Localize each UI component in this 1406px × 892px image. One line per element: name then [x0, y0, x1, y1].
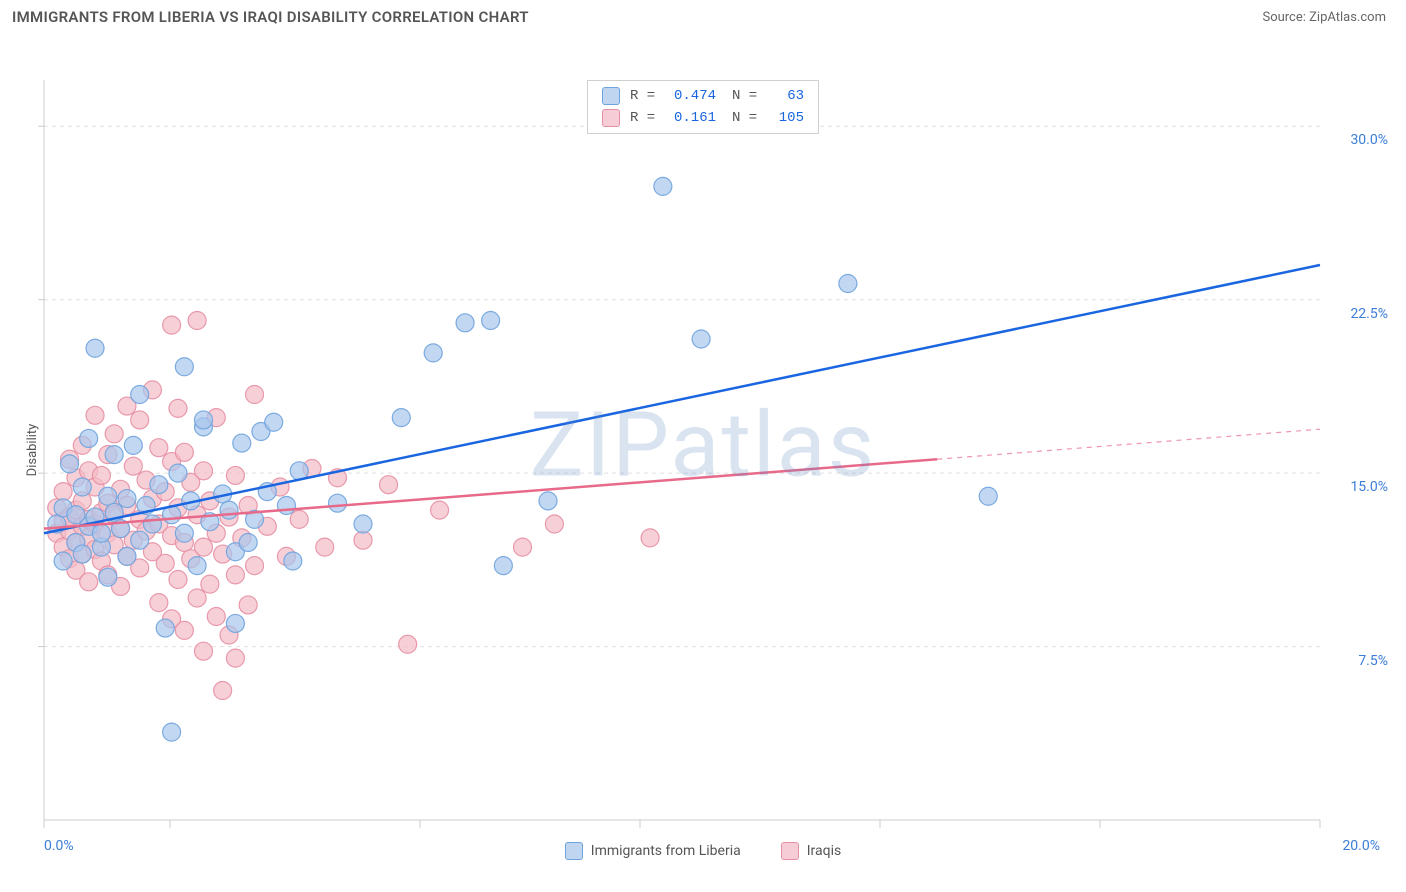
n-value-liberia: 63 — [768, 88, 804, 104]
legend-label-iraqis: Iraqis — [807, 843, 841, 859]
y-tick-label: 22.5% — [1350, 306, 1388, 322]
correlation-legend-box: R = 0.474 N = 63 R = 0.161 N = 105 — [587, 80, 819, 134]
r-label: R = — [630, 88, 660, 104]
scatter-plot-svg — [0, 34, 1406, 866]
r-value-iraqis: 0.161 — [666, 110, 716, 126]
legend-item-iraqis: Iraqis — [781, 842, 841, 860]
y-tick-label: 15.0% — [1350, 479, 1388, 495]
chart-header: IMMIGRANTS FROM LIBERIA VS IRAQI DISABIL… — [0, 0, 1406, 34]
legend-swatch-blue — [565, 842, 583, 860]
series-legend: Immigrants from Liberia Iraqis — [0, 842, 1406, 860]
legend-row-iraqis: R = 0.161 N = 105 — [602, 107, 804, 129]
chart-source: Source: ZipAtlas.com — [1262, 10, 1386, 25]
y-tick-label: 7.5% — [1358, 653, 1388, 669]
legend-swatch-blue — [602, 87, 620, 105]
legend-item-liberia: Immigrants from Liberia — [565, 842, 741, 860]
y-tick-label: 30.0% — [1350, 132, 1388, 148]
chart-container: ZIPatlas Disability 7.5% 15.0% 22.5% 30.… — [0, 34, 1406, 866]
n-value-iraqis: 105 — [768, 110, 804, 126]
n-label: N = — [732, 88, 762, 104]
chart-title: IMMIGRANTS FROM LIBERIA VS IRAQI DISABIL… — [12, 8, 529, 26]
legend-row-liberia: R = 0.474 N = 63 — [602, 85, 804, 107]
n-label: N = — [732, 110, 762, 126]
r-value-liberia: 0.474 — [666, 88, 716, 104]
y-axis-label: Disability — [25, 424, 40, 477]
legend-swatch-pink — [781, 842, 799, 860]
r-label: R = — [630, 110, 660, 126]
legend-label-liberia: Immigrants from Liberia — [591, 843, 741, 859]
legend-swatch-pink — [602, 109, 620, 127]
